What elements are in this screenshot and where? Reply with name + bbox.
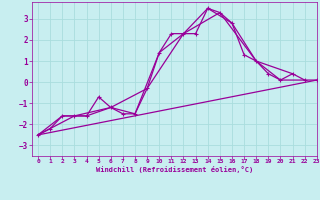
X-axis label: Windchill (Refroidissement éolien,°C): Windchill (Refroidissement éolien,°C) — [96, 166, 253, 173]
